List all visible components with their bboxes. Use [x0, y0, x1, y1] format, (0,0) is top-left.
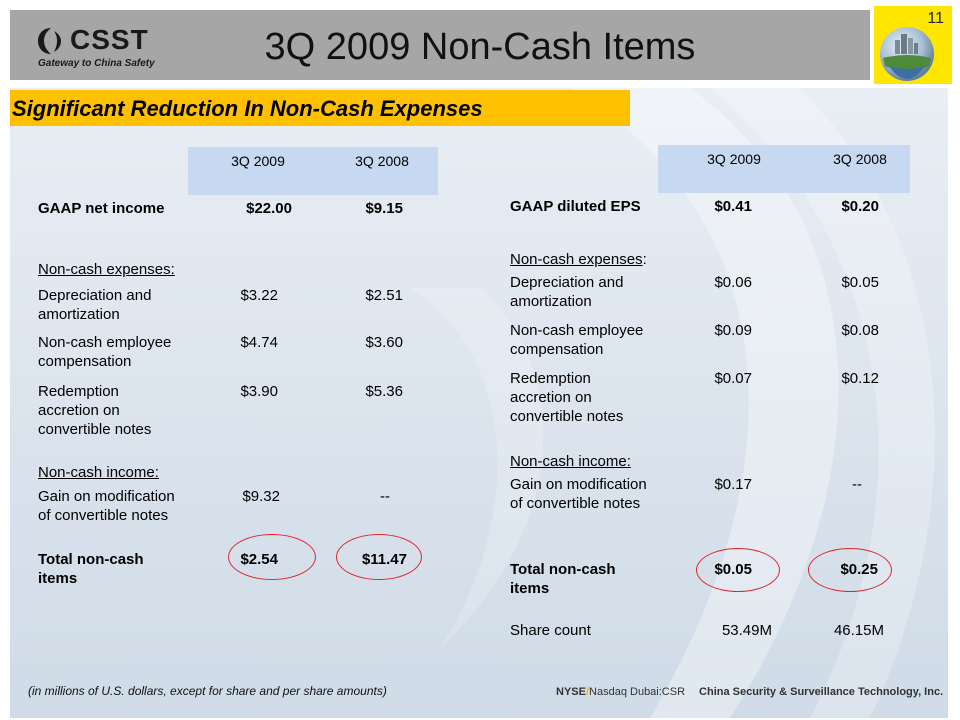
left-depreciation-label-2: amortization: [38, 306, 120, 323]
left-employee-label-2: compensation: [38, 353, 132, 370]
right-expenses-heading: Non-cash expenses:: [510, 250, 647, 269]
right-expenses-heading-colon: :: [642, 251, 647, 268]
right-gain-label-1: Gain on modification: [510, 476, 647, 493]
left-redemption-3q2008: $5.36: [365, 383, 403, 400]
right-gain-3q2008: --: [852, 476, 862, 493]
footer-exchange: NYSE/Nasdaq Dubai:CSR China Security & Su…: [556, 686, 943, 698]
left-redemption-label-3: convertible notes: [38, 421, 152, 438]
left-redemption-label-2: accretion on: [38, 402, 120, 419]
header-bar: [10, 10, 870, 80]
left-gain-3q2008: --: [380, 488, 390, 505]
right-depreciation-label-1: Depreciation and: [510, 274, 624, 291]
right-employee-label-2: compensation: [510, 341, 604, 358]
right-depreciation-3q2009: $0.06: [714, 274, 752, 291]
left-total-label-1: Total non-cash: [38, 551, 144, 568]
left-depreciation-3q2008: $2.51: [365, 287, 403, 304]
right-employee-3q2009: $0.09: [714, 322, 752, 339]
right-total-label-1: Total non-cash: [510, 561, 616, 578]
right-col-header-3q2009: 3Q 2009: [707, 151, 761, 167]
subtitle-banner: Significant Reduction In Non-Cash Expens…: [10, 90, 630, 126]
right-redemption-3q2009: $0.07: [714, 370, 752, 387]
right-share-label: Share count: [510, 622, 591, 639]
footer-company: China Security & Surveillance Technology…: [699, 686, 944, 698]
right-income-heading: Non-cash income:: [510, 453, 631, 470]
left-col-header-3q2008: 3Q 2008: [355, 153, 409, 169]
left-gaap-3q2008: $9.15: [365, 200, 403, 217]
right-employee-label-1: Non-cash employee: [510, 322, 644, 339]
right-gaap-3q2008: $0.20: [841, 198, 879, 215]
right-redemption-label-2: accretion on: [510, 389, 592, 406]
right-expenses-heading-text: Non-cash expenses: [510, 251, 643, 268]
page-badge: 11: [874, 6, 952, 84]
left-depreciation-label-1: Depreciation and: [38, 287, 152, 304]
footer-slash: /: [585, 686, 590, 698]
footer-nyse: NYSE: [556, 686, 586, 698]
globe-city-icon: [880, 27, 934, 81]
left-gaap-label: GAAP net income: [38, 200, 165, 217]
highlight-circle-left-3q2009: [228, 534, 316, 580]
right-share-3q2009: 53.49M: [721, 622, 772, 639]
footer-exchange-rest: Nasdaq Dubai:CSR: [589, 686, 686, 698]
highlight-circle-right-3q2009: [696, 548, 780, 592]
highlight-circle-left-3q2008: [336, 534, 422, 580]
left-employee-3q2009: $4.74: [240, 334, 278, 351]
right-col-header-3q2008: 3Q 2008: [833, 151, 887, 167]
right-gain-3q2009: $0.17: [714, 476, 752, 493]
left-gaap-3q2009: $22.00: [246, 200, 292, 217]
right-redemption-label-3: convertible notes: [510, 408, 624, 425]
left-gain-label-2: of convertible notes: [38, 507, 169, 524]
highlight-circle-right-3q2008: [808, 548, 892, 592]
left-table-header: [188, 147, 438, 195]
left-depreciation-3q2009: $3.22: [240, 287, 278, 304]
logo-text: CSST: [70, 24, 149, 55]
right-table-header: [658, 145, 910, 193]
page-number: 11: [927, 10, 944, 27]
right-share-3q2008: 46.15M: [833, 622, 884, 639]
logo-tagline: Gateway to China Safety: [38, 58, 155, 69]
right-depreciation-3q2008: $0.05: [841, 274, 879, 291]
left-income-heading: Non-cash income:: [38, 464, 159, 481]
left-gain-3q2009: $9.32: [242, 488, 280, 505]
left-expenses-heading: Non-cash expenses:: [38, 261, 175, 278]
csst-logo-icon: [38, 28, 61, 54]
footnote: (in millions of U.S. dollars, except for…: [28, 684, 387, 698]
left-employee-3q2008: $3.60: [365, 334, 403, 351]
right-gain-label-2: of convertible notes: [510, 495, 641, 512]
right-employee-3q2008: $0.08: [841, 322, 879, 339]
left-gain-label-1: Gain on modification: [38, 488, 175, 505]
left-employee-label-1: Non-cash employee: [38, 334, 172, 351]
left-total-label-2: items: [38, 570, 78, 587]
logo: CSST Gateway to China Safety: [36, 24, 166, 74]
subtitle-text: Significant Reduction In Non-Cash Expens…: [12, 96, 483, 121]
right-gaap-3q2009: $0.41: [714, 198, 752, 215]
right-redemption-3q2008: $0.12: [841, 370, 879, 387]
right-gaap-label: GAAP diluted EPS: [510, 198, 641, 215]
right-depreciation-label-2: amortization: [510, 293, 592, 310]
left-redemption-3q2009: $3.90: [240, 383, 278, 400]
right-total-label-2: items: [510, 580, 550, 597]
left-redemption-label-1: Redemption: [38, 383, 119, 400]
left-col-header-3q2009: 3Q 2009: [231, 153, 285, 169]
right-redemption-label-1: Redemption: [510, 370, 591, 387]
slide-title: 3Q 2009 Non-Cash Items: [264, 26, 696, 68]
